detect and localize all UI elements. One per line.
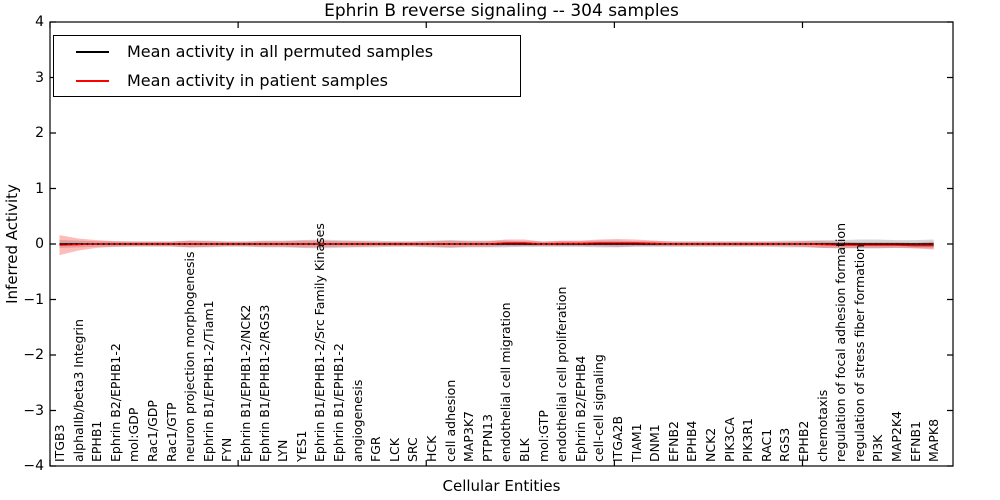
black-line-swatch (76, 50, 109, 53)
x-entity-label: mol:GDP (126, 407, 142, 462)
x-entity-label: EFNB1 (907, 421, 923, 462)
x-entity-label: PTPN13 (479, 414, 495, 462)
x-axis-label: Cellular Entities (442, 477, 561, 495)
x-entity-label: NCK2 (703, 427, 718, 462)
x-entity-label: BLK (517, 438, 532, 462)
y-tick-label: 4 (35, 14, 44, 30)
x-entity-label: HCK (424, 435, 439, 462)
x-entity-label: RGS3 (777, 427, 793, 462)
x-entity-label: PI3K (870, 434, 886, 462)
x-entity-label: regulation of focal adhesion formation (833, 223, 849, 462)
x-entity-label: alphaIIb/beta3 Integrin (70, 319, 86, 462)
x-entity-label: Ephrin B1/EPHB1-2/NCK2 (238, 304, 253, 462)
legend-label: Mean activity in patient samples (127, 71, 388, 90)
y-tick-label: −4 (23, 458, 44, 474)
x-entity-label: EPHB1 (89, 420, 105, 462)
x-entity-label: cell-cell signaling (591, 354, 607, 462)
x-entity-label: LYN (275, 439, 291, 462)
x-entity-label: Ephrin B2/EPHB4 (572, 355, 588, 462)
y-tick-label: −1 (23, 291, 44, 308)
x-entity-label: Ephrin B1/EPHB1-2/Tiam1 (200, 300, 216, 462)
x-entity-label: chemotaxis (814, 389, 830, 462)
x-entity-label: neuron projection morphogenesis (182, 251, 198, 462)
x-entity-label: angiogenesis (349, 379, 365, 462)
legend-box: Mean activity in all permuted samples Me… (53, 35, 521, 97)
y-tick-label: 2 (35, 125, 44, 141)
x-entity-label: Ephrin B1/EPHB1-2/RGS3 (256, 304, 272, 462)
x-entity-label: MAP2K4 (889, 411, 904, 462)
x-entity-label: Rac1/GTP (163, 402, 179, 462)
y-tick-label: 3 (35, 69, 44, 86)
x-entity-label: SRC (405, 437, 421, 462)
x-entity-label: PIK3R1 (740, 417, 756, 462)
x-entity-label: Ephrin B2/EPHB1-2 (107, 343, 123, 462)
x-entity-label: FGR (368, 436, 384, 462)
x-entity-label: Ephrin B1/EPHB1-2/Src Family Kinases (312, 223, 328, 462)
x-entity-label: FYN (219, 437, 235, 462)
patient-mean-line (59, 242, 934, 247)
x-entity-label: EPHB4 (684, 420, 700, 462)
x-entity-label: Ephrin B1/EPHB1-2 (331, 343, 346, 462)
y-tick-label: 0 (35, 236, 44, 252)
red-line-swatch (76, 79, 109, 82)
x-entity-label: EFNB2 (665, 421, 681, 462)
x-entity-label: Rac1/GDP (145, 400, 160, 462)
legend-entry-patient: Mean activity in patient samples (54, 66, 520, 95)
axis-tick-marks (49, 21, 953, 467)
x-entity-label: LCK (386, 438, 402, 462)
band-patient (59, 235, 934, 256)
x-entity-label: PIK3CA (721, 417, 737, 462)
x-entity-label: YES1 (293, 430, 309, 462)
x-entity-label: TIAM1 (628, 423, 644, 462)
x-entity-label: endothelial cell proliferation (554, 286, 570, 462)
x-entity-label: MAPK8 (926, 418, 942, 462)
legend-entry-permuted: Mean activity in all permuted samples (54, 37, 520, 66)
x-entity-label: DNM1 (647, 424, 663, 462)
x-entity-label: ITGA2B (610, 415, 625, 462)
legend-label: Mean activity in all permuted samples (127, 42, 434, 61)
chart-title: Ephrin B reverse signaling -- 304 sample… (324, 1, 679, 21)
y-tick-label: 1 (35, 180, 44, 197)
x-entity-label: cell adhesion (442, 379, 458, 462)
x-entity-label: mol:GTP (535, 410, 551, 462)
x-entity-label: regulation of stress fiber formation (851, 244, 867, 462)
x-entity-label: MAP3K7 (461, 411, 477, 462)
y-tick-label: −3 (23, 402, 44, 419)
x-entity-label: RAC1 (758, 428, 774, 462)
x-entity-label: ITGB3 (52, 424, 67, 462)
y-tick-label: −2 (23, 347, 44, 363)
x-entity-label: EPHB2 (796, 420, 811, 462)
x-entity-label: endothelial cell migration (498, 302, 514, 462)
